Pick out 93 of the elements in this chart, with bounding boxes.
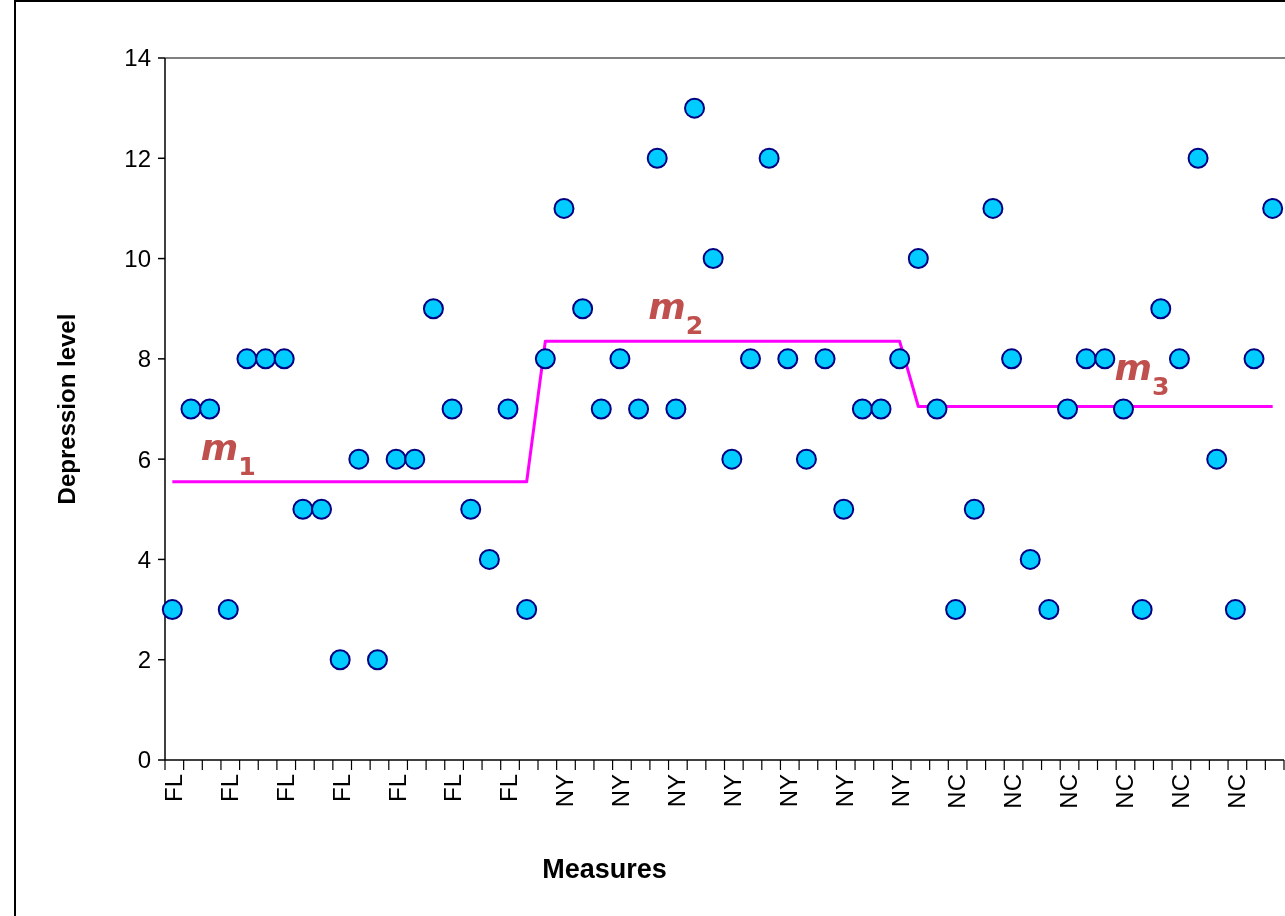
point xyxy=(1150,298,1172,320)
point xyxy=(739,348,761,370)
point xyxy=(422,298,444,320)
y-tick-label: 10 xyxy=(124,244,151,272)
x-tick-label: FL xyxy=(327,774,355,803)
point xyxy=(1224,599,1246,621)
point xyxy=(366,649,388,671)
point xyxy=(1057,398,1079,420)
x-tick-label: NY xyxy=(663,774,691,808)
x-tick-label: NC xyxy=(1110,774,1138,809)
x-tick-label: NY xyxy=(551,774,579,808)
x-tick-label: NY xyxy=(607,774,635,808)
point xyxy=(777,348,799,370)
point xyxy=(1094,348,1116,370)
point xyxy=(758,147,780,169)
x-tick-label: FL xyxy=(271,774,299,803)
point xyxy=(572,298,594,320)
point xyxy=(460,498,482,520)
point xyxy=(907,248,929,270)
point xyxy=(833,498,855,520)
point xyxy=(497,398,519,420)
point xyxy=(329,649,351,671)
point xyxy=(926,398,948,420)
x-tick-label: NY xyxy=(719,774,747,808)
annotation: m$_{3}$ xyxy=(1114,347,1170,401)
point xyxy=(1112,398,1134,420)
point xyxy=(721,448,743,470)
point xyxy=(628,398,650,420)
x-tick-label: NY xyxy=(887,774,915,808)
point xyxy=(1075,348,1097,370)
annotation: m$_{2}$ xyxy=(648,286,704,340)
point xyxy=(1243,348,1265,370)
point xyxy=(795,448,817,470)
x-tick-label: NY xyxy=(775,774,803,808)
point xyxy=(945,599,967,621)
x-tick-label: FL xyxy=(439,774,467,803)
point xyxy=(684,97,706,119)
point xyxy=(609,348,631,370)
y-axis-title: Depression level xyxy=(53,313,80,505)
annotation: m$_{1}$ xyxy=(200,426,256,481)
point xyxy=(404,448,426,470)
x-tick-label: NC xyxy=(998,774,1026,809)
point xyxy=(161,599,183,621)
point xyxy=(814,348,836,370)
point xyxy=(646,147,668,169)
point xyxy=(870,398,892,420)
point xyxy=(553,197,575,219)
point xyxy=(1131,599,1153,621)
point xyxy=(441,398,463,420)
point xyxy=(702,248,724,270)
point xyxy=(534,348,556,370)
y-tick-label: 0 xyxy=(137,746,151,774)
point xyxy=(1206,448,1228,470)
x-tick-label: FL xyxy=(383,774,411,803)
point xyxy=(1168,348,1190,370)
point xyxy=(385,448,407,470)
x-tick-label: NC xyxy=(943,774,971,809)
point xyxy=(311,498,333,520)
y-tick-label: 6 xyxy=(137,445,151,473)
x-tick-label: FL xyxy=(495,774,523,803)
point xyxy=(1038,599,1060,621)
x-axis-title: Measures xyxy=(542,854,667,884)
point xyxy=(665,398,687,420)
point xyxy=(236,348,258,370)
point xyxy=(889,348,911,370)
point xyxy=(590,398,612,420)
point xyxy=(1019,548,1041,570)
x-tick-label: NC xyxy=(1166,774,1194,809)
point xyxy=(516,599,538,621)
point xyxy=(199,398,221,420)
point xyxy=(1001,348,1023,370)
x-tick-label: FL xyxy=(159,774,187,803)
y-tick-label: 4 xyxy=(137,545,151,573)
point xyxy=(1262,197,1284,219)
point xyxy=(180,398,202,420)
point xyxy=(348,448,370,470)
point xyxy=(982,197,1004,219)
x-tick-label: FL xyxy=(215,774,243,803)
point xyxy=(255,348,277,370)
point xyxy=(851,398,873,420)
y-tick-label: 14 xyxy=(124,44,151,72)
x-tick-label: NC xyxy=(1054,774,1082,809)
point xyxy=(963,498,985,520)
point xyxy=(1187,147,1209,169)
x-tick-label: NC xyxy=(1222,774,1250,809)
point xyxy=(292,498,314,520)
point xyxy=(478,548,500,570)
y-tick-label: 8 xyxy=(137,345,151,373)
y-tick-label: 2 xyxy=(137,646,151,674)
point xyxy=(273,348,295,370)
point xyxy=(217,599,239,621)
y-tick-label: 12 xyxy=(124,144,151,172)
x-tick-label: NY xyxy=(831,774,859,808)
